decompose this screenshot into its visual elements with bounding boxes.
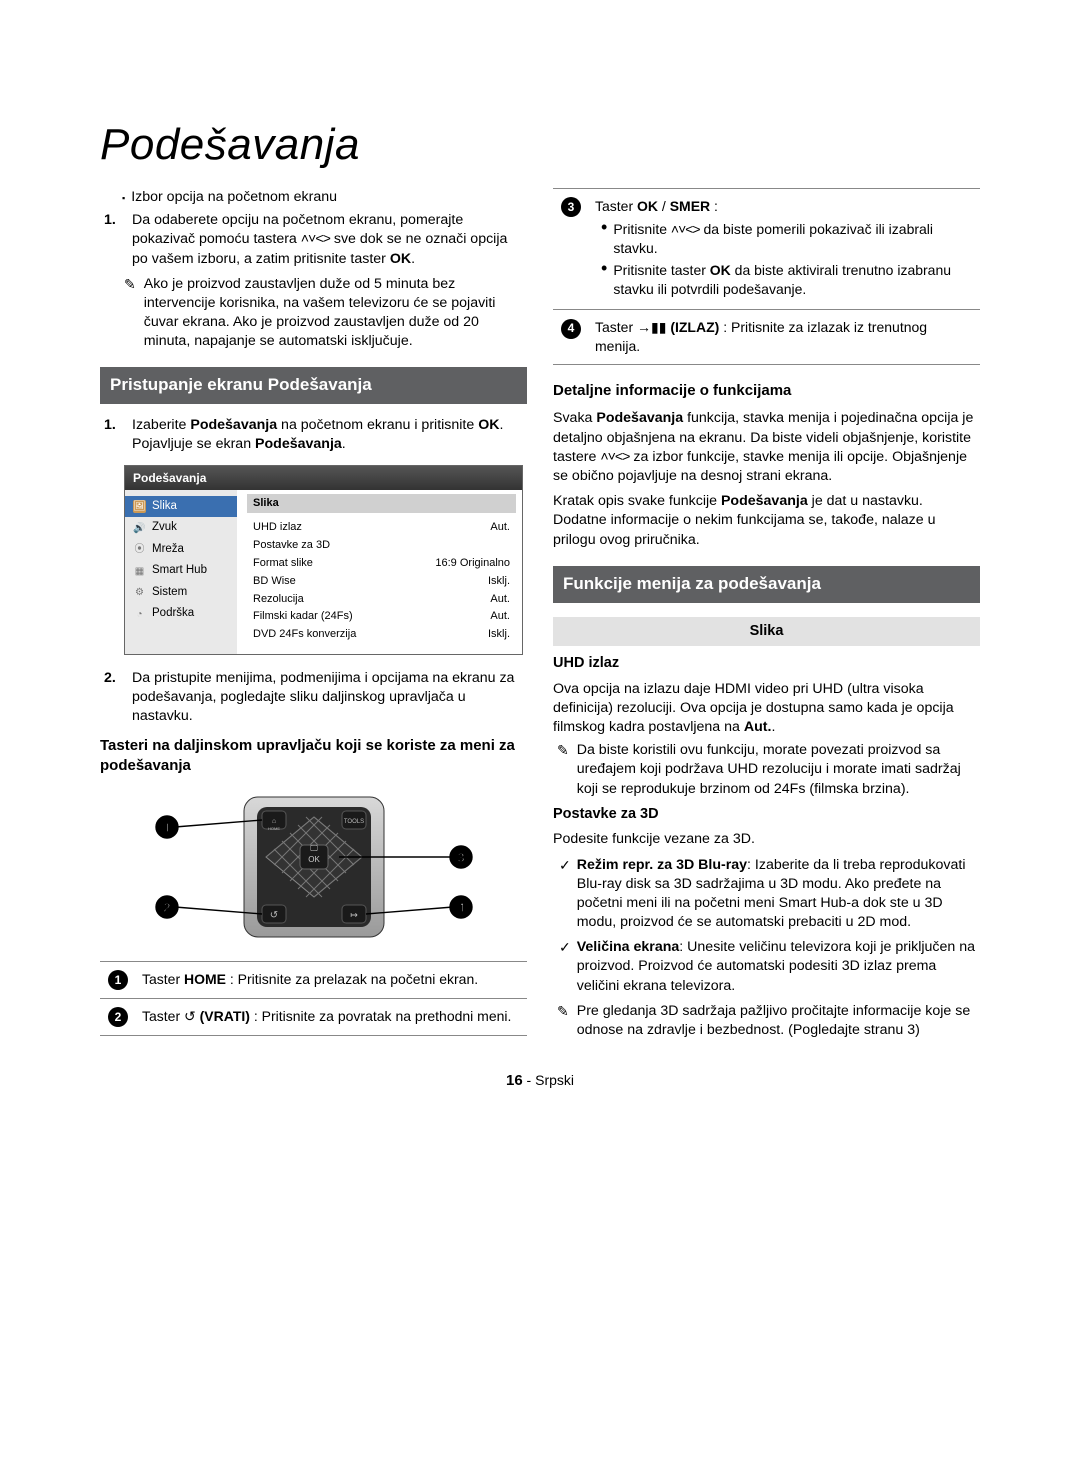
sidebar-item-mreza: ⦿Mreža [125,539,237,561]
callout-1-text: Taster HOME : Pritisnite za prelazak na … [136,961,527,998]
section-accessing-settings: Pristupanje ekranu Podešavanja [100,367,527,404]
note-1-text: Ako je proizvod zaustavljen duže od 5 mi… [144,275,527,352]
svg-text:3: 3 [457,850,464,865]
step-1b: 1. Izaberite Podešavanja na početnom ekr… [100,416,527,454]
remote-svg: OK 🖵 ⌂ HOME TOOLS ↺ ↦ 1 2 [149,787,479,947]
sidebar-item-podrska: ◔Podrška [125,603,237,625]
callout-num-4: 4 [561,319,581,339]
settings-row: Filmski kadar (24Fs)Aut. [247,608,516,626]
step-1-text: Da odaberete opciju na početnom ekranu, … [132,211,527,269]
details-p1: Svaka Podešavanja funkcija, stavka menij… [553,409,980,486]
intro-bullet: ▪ Izbor opcija na početnom ekranu [100,188,527,207]
callout-num-3: 3 [561,197,581,217]
right-column: 3 Taster OK / SMER : •Pritisnite ˄˅˂˃ da… [553,188,980,1046]
system-icon: ⚙ [133,586,146,599]
sidebar-item-sistem: ⚙Sistem [125,582,237,604]
3d-note-text: Pre gledanja 3D sadržaja pažljivo pročit… [577,1002,980,1040]
network-icon: ⦿ [133,543,146,556]
settings-row: Postavke za 3D [247,537,516,555]
step-1: 1. Da odaberete opciju na početnom ekran… [100,211,527,269]
svg-text:1: 1 [163,820,170,835]
callout-row-3: 3 Taster OK / SMER : •Pritisnite ˄˅˂˃ da… [553,189,980,310]
callout-row-2: 2 Taster ↺ (VRATI) : Pritisnite za povra… [100,998,527,1035]
page-number: 16 [506,1072,523,1089]
option-3d-title: Postavke za 3D [553,805,980,825]
svg-text:2: 2 [163,900,170,915]
section-menu-functions: Funkcije menija za podešavanja [553,566,980,603]
callout-3-text: Taster OK / SMER : •Pritisnite ˄˅˂˃ da b… [589,189,980,310]
settings-sidebar: 🖼Slika 🔊Zvuk ⦿Mreža ▦Smart Hub ⚙Sistem ◔… [125,490,237,654]
step-1b-text: Izaberite Podešavanja na početnom ekranu… [132,416,527,454]
settings-row: BD WiseIsklj. [247,572,516,590]
step-number: 1. [104,211,122,269]
details-heading: Detaljne informacije o funkcijama [553,381,980,401]
callout-row-1: 1 Taster HOME : Pritisnite za prelazak n… [100,961,527,998]
settings-detail: Slika UHD izlazAut. Postavke za 3D Forma… [237,490,522,654]
callout-4-text: Taster →▮▮ (IZLAZ) : Pritisnite za izlaz… [589,310,980,365]
step-number: 1. [104,416,122,454]
svg-text:⌂: ⌂ [271,818,275,825]
svg-text:↦: ↦ [350,910,358,920]
svg-text:HOME: HOME [268,826,280,831]
svg-text:TOOLS: TOOLS [343,819,363,825]
sound-icon: 🔊 [133,522,146,535]
uhd-note: ✎ Da biste koristili ovu funkciju, morat… [553,741,980,799]
picture-icon: 🖼 [133,500,146,513]
note-1: ✎ Ako je proizvod zaustavljen duže od 5 … [100,275,527,352]
sidebar-item-slika: 🖼Slika [125,496,237,518]
smarthub-icon: ▦ [133,565,146,578]
step-2: 2. Da pristupite menijima, podmenijima i… [100,669,527,727]
settings-header: Podešavanja [125,466,522,490]
sidebar-item-smarthub: ▦Smart Hub [125,560,237,582]
square-bullet-icon: ▪ [122,188,125,207]
option-uhd-text: Ova opcija na izlazu daje HDMI video pri… [553,680,980,738]
remote-subheading: Tasteri na daljinskom upravljaču koji se… [100,736,527,777]
intro-bullet-text: Izbor opcija na početnom ekranu [131,188,337,207]
callout-num-1: 1 [108,970,128,990]
settings-row: RezolucijaAut. [247,590,516,608]
uhd-note-text: Da biste koristili ovu funkciju, morate … [577,741,980,799]
svg-text:4: 4 [457,900,465,915]
3d-note: ✎ Pre gledanja 3D sadržaja pažljivo proč… [553,1002,980,1040]
settings-section-header: Slika [247,494,516,513]
svg-text:↺: ↺ [269,910,277,921]
check-icon: ✓ [559,938,571,996]
support-icon: ◔ [133,608,146,621]
step-number: 2. [104,669,122,727]
page-lang: - Srpski [523,1072,574,1088]
settings-row: Format slike16:9 Originalno [247,554,516,572]
callout-table-right: 3 Taster OK / SMER : •Pritisnite ˄˅˂˃ da… [553,188,980,365]
details-p2: Kratak opis svake funkcije Podešavanja j… [553,492,980,550]
callout-row-4: 4 Taster →▮▮ (IZLAZ) : Pritisnite za izl… [553,310,980,365]
callout-num-2: 2 [108,1007,128,1027]
callout-2-text: Taster ↺ (VRATI) : Pritisnite za povrata… [136,998,527,1035]
svg-text:🖵: 🖵 [310,844,318,853]
step-2-text: Da pristupite menijima, podmenijima i op… [132,669,527,727]
check-icon: ✓ [559,856,571,933]
check-item-1: ✓ Režim repr. za 3D Blu-ray: Izaberite d… [559,856,980,933]
svg-text:OK: OK [308,855,320,864]
page-title: Podešavanja [100,120,980,170]
note-icon: ✎ [557,741,569,799]
content-columns: ▪ Izbor opcija na početnom ekranu 1. Da … [100,188,980,1046]
settings-row: UHD izlazAut. [247,519,516,537]
function-group-slika: Slika [553,617,980,647]
option-3d-text: Podesite funkcije vezane za 3D. [553,830,980,849]
note-icon: ✎ [557,1002,569,1040]
sidebar-item-zvuk: 🔊Zvuk [125,517,237,539]
note-icon: ✎ [124,275,136,352]
callout-table-left: 1 Taster HOME : Pritisnite za prelazak n… [100,961,527,1036]
page-footer: 16 - Srpski [100,1072,980,1089]
check-item-2: ✓ Veličina ekrana: Unesite veličinu tele… [559,938,980,996]
settings-row: DVD 24Fs konverzijaIsklj. [247,626,516,644]
left-column: ▪ Izbor opcija na početnom ekranu 1. Da … [100,188,527,1046]
remote-diagram: OK 🖵 ⌂ HOME TOOLS ↺ ↦ 1 2 [149,787,479,947]
option-uhd-title: UHD izlaz [553,654,980,674]
settings-screen-mock: Podešavanja 🖼Slika 🔊Zvuk ⦿Mreža ▦Smart H… [124,465,523,655]
